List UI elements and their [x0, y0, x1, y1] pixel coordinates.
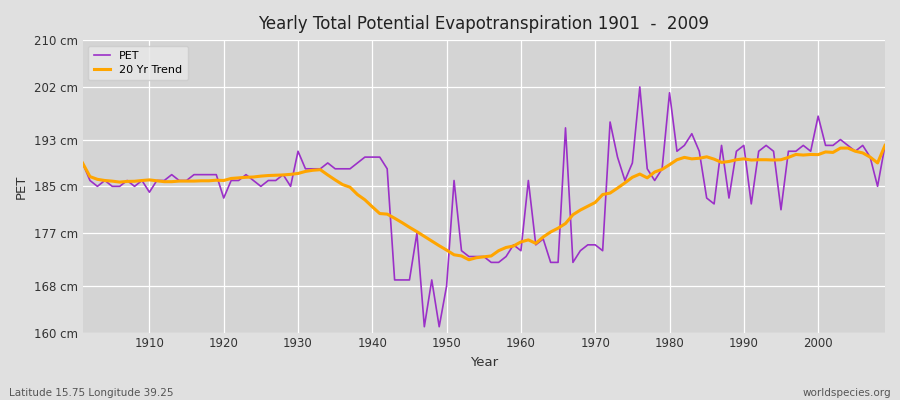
X-axis label: Year: Year: [470, 356, 498, 369]
Y-axis label: PET: PET: [15, 174, 28, 198]
PET: [879, 143, 890, 148]
20 Yr Trend: [464, 257, 474, 262]
PET: [137, 178, 148, 183]
Text: worldspecies.org: worldspecies.org: [803, 388, 891, 398]
20 Yr Trend: [77, 160, 88, 165]
20 Yr Trend: [300, 169, 310, 174]
20 Yr Trend: [523, 238, 534, 242]
PET: [612, 155, 623, 160]
PET: [634, 84, 645, 89]
PET: [345, 166, 356, 171]
Line: PET: PET: [83, 87, 885, 327]
20 Yr Trend: [137, 178, 148, 183]
Line: 20 Yr Trend: 20 Yr Trend: [83, 146, 885, 260]
Text: Latitude 15.75 Longitude 39.25: Latitude 15.75 Longitude 39.25: [9, 388, 174, 398]
20 Yr Trend: [516, 240, 526, 244]
Legend: PET, 20 Yr Trend: PET, 20 Yr Trend: [88, 46, 188, 80]
Title: Yearly Total Potential Evapotranspiration 1901  -  2009: Yearly Total Potential Evapotranspiratio…: [258, 15, 709, 33]
PET: [418, 324, 429, 329]
20 Yr Trend: [879, 143, 890, 148]
PET: [516, 248, 526, 253]
PET: [300, 166, 310, 171]
PET: [77, 160, 88, 165]
20 Yr Trend: [345, 185, 356, 190]
PET: [523, 178, 534, 183]
20 Yr Trend: [612, 186, 623, 190]
